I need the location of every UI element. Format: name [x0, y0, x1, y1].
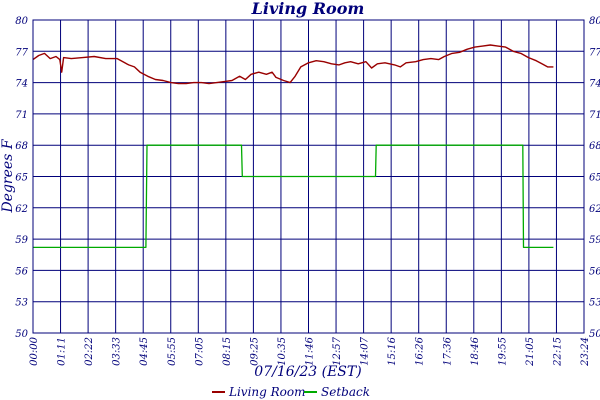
y-tick-label-right: 53	[589, 298, 600, 309]
legend-label-setback: Setback	[321, 385, 370, 399]
x-tick-label: 01:11	[57, 337, 68, 366]
x-tick-label: 07:05	[194, 337, 205, 366]
y-tick-label: 65	[15, 173, 28, 184]
x-tick-label: 15:16	[387, 336, 398, 365]
y-tick-label-right: 65	[589, 173, 600, 184]
x-tick-label: 00:00	[29, 336, 40, 365]
x-tick-label: 09:25	[249, 337, 260, 366]
x-tick-label: 08:15	[222, 337, 233, 366]
y-tick-label: 77	[15, 47, 28, 58]
y-tick-label-right: 74	[589, 79, 600, 90]
y-tick-label-right: 80	[589, 16, 600, 27]
y-tick-label: 71	[15, 110, 28, 121]
y-tick-label-right: 68	[589, 141, 600, 152]
x-tick-label: 05:55	[167, 337, 178, 366]
x-axis-label: 07/16/23 (EST)	[254, 364, 361, 380]
y-ticks-right: 50 53 56 59 62 65 68 71 74 77 80	[589, 16, 600, 340]
series-line-living-room	[32, 44, 554, 85]
x-tick-label: 22:15	[552, 337, 563, 367]
y-tick-label: 74	[15, 79, 28, 90]
y-tick-label: 56	[15, 266, 28, 277]
x-tick-label: 18:46	[470, 336, 481, 365]
x-tick-label: 11:46	[305, 336, 316, 365]
y-tick-label: 59	[15, 235, 28, 246]
y-tick-label-right: 71	[589, 110, 600, 121]
chart-title: Living Room	[251, 0, 365, 18]
x-tick-label: 12:57	[332, 336, 343, 365]
y-ticks-left: 50 53 56 59 62 65 68 71 74 77 80	[15, 16, 28, 340]
x-tick-label: 04:45	[139, 337, 150, 366]
y-tick-label: 68	[15, 141, 28, 152]
x-tick-label: 10:35	[277, 337, 288, 366]
y-tick-label-right: 56	[589, 266, 600, 277]
y-axis-label: Degrees F	[0, 138, 16, 213]
y-tick-label-right: 50	[589, 329, 600, 340]
x-tick-label: 03:33	[112, 337, 123, 366]
y-tick-label: 62	[15, 204, 28, 215]
plot-frame	[32, 19, 585, 334]
series-group	[32, 44, 554, 249]
x-ticks: 00:00 01:11 02:22 03:33 04:45 05:55 07:05 08:15…	[29, 336, 591, 366]
y-tick-label-right: 62	[589, 204, 600, 215]
y-tick-label-right: 77	[589, 47, 600, 58]
x-tick-label: 02:22	[84, 337, 95, 366]
legend-label-living-room: Living Room	[228, 385, 306, 399]
x-tick-label: 14:07	[360, 336, 371, 365]
series-line-setback	[33, 144, 554, 249]
x-tick-label: 17:36	[442, 336, 453, 365]
x-tick-label: 19:55	[497, 337, 508, 366]
legend: Living Room Setback	[212, 385, 370, 399]
x-tick-label: 21:05	[525, 337, 536, 367]
y-tick-label-right: 59	[589, 235, 600, 246]
y-tick-label: 53	[15, 298, 28, 309]
y-tick-label: 50	[15, 329, 28, 340]
x-tick-label: 16:26	[415, 336, 426, 365]
y-tick-label: 80	[15, 16, 28, 27]
x-tick-label: 23:24	[580, 337, 591, 367]
